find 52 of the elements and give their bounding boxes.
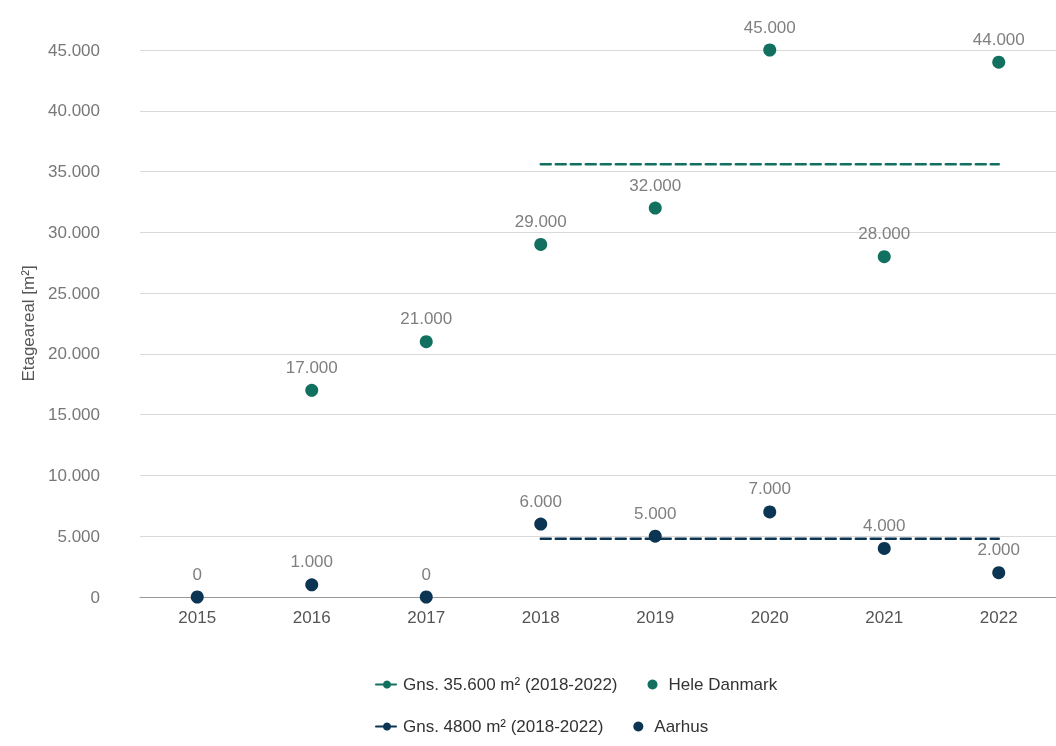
data-label: 4.000 <box>862 515 906 535</box>
x-tick-label: 2021 <box>865 608 904 627</box>
x-tick-label: 2020 <box>750 608 789 627</box>
point <box>190 590 204 604</box>
point <box>419 335 433 349</box>
legend-label: Gns. 35.600 m² (2018-2022) <box>403 675 618 694</box>
point <box>305 383 319 397</box>
x-tick-label: 2017 <box>407 608 446 627</box>
data-label: 21.000 <box>400 309 453 329</box>
point <box>305 578 319 592</box>
point <box>763 505 777 519</box>
y-axis-title: Etageareal [m²] <box>19 265 39 382</box>
legend-label: Aarhus <box>654 717 709 736</box>
y-tick-label: 45.000 <box>48 40 100 60</box>
y-tick-label: 30.000 <box>48 222 100 242</box>
x-tick-label: 2022 <box>979 608 1018 627</box>
data-label: 29.000 <box>514 211 567 231</box>
y-tick-label: 35.000 <box>48 162 100 182</box>
data-label: 6.000 <box>519 491 563 511</box>
y-tick-label: 0 <box>90 587 100 607</box>
point <box>648 201 662 215</box>
data-label: 5.000 <box>633 503 677 523</box>
y-tick-label: 40.000 <box>48 101 100 121</box>
legend-label: Gns. 4800 m² (2018-2022) <box>403 717 604 736</box>
point <box>534 517 548 531</box>
data-label: 45.000 <box>743 17 796 37</box>
point <box>877 250 891 264</box>
data-label: 32.000 <box>629 175 682 195</box>
y-tick-label: 20.000 <box>48 344 100 364</box>
x-tick-label: 2018 <box>521 608 560 627</box>
data-label: 44.000 <box>972 29 1025 49</box>
data-label: 28.000 <box>858 224 911 244</box>
point <box>992 55 1006 69</box>
y-tick-label: 10.000 <box>48 465 100 485</box>
point <box>877 541 891 555</box>
data-label: 0 <box>192 564 202 584</box>
point <box>992 566 1006 580</box>
point <box>763 43 777 57</box>
x-tick-label: 2015 <box>178 608 217 627</box>
x-tick-label: 2016 <box>292 608 331 627</box>
point <box>419 590 433 604</box>
legend-label: Hele Danmark <box>668 675 778 694</box>
data-label: 1.000 <box>290 552 334 572</box>
y-tick-label: 25.000 <box>48 283 100 303</box>
data-label: 2.000 <box>977 540 1021 560</box>
x-tick-label: 2019 <box>636 608 675 627</box>
data-label: 17.000 <box>285 357 338 377</box>
data-label: 0 <box>421 564 431 584</box>
y-tick-label: 15.000 <box>48 405 100 425</box>
data-label: 7.000 <box>748 479 792 499</box>
y-tick-label: 5.000 <box>57 526 100 546</box>
point <box>534 237 548 251</box>
